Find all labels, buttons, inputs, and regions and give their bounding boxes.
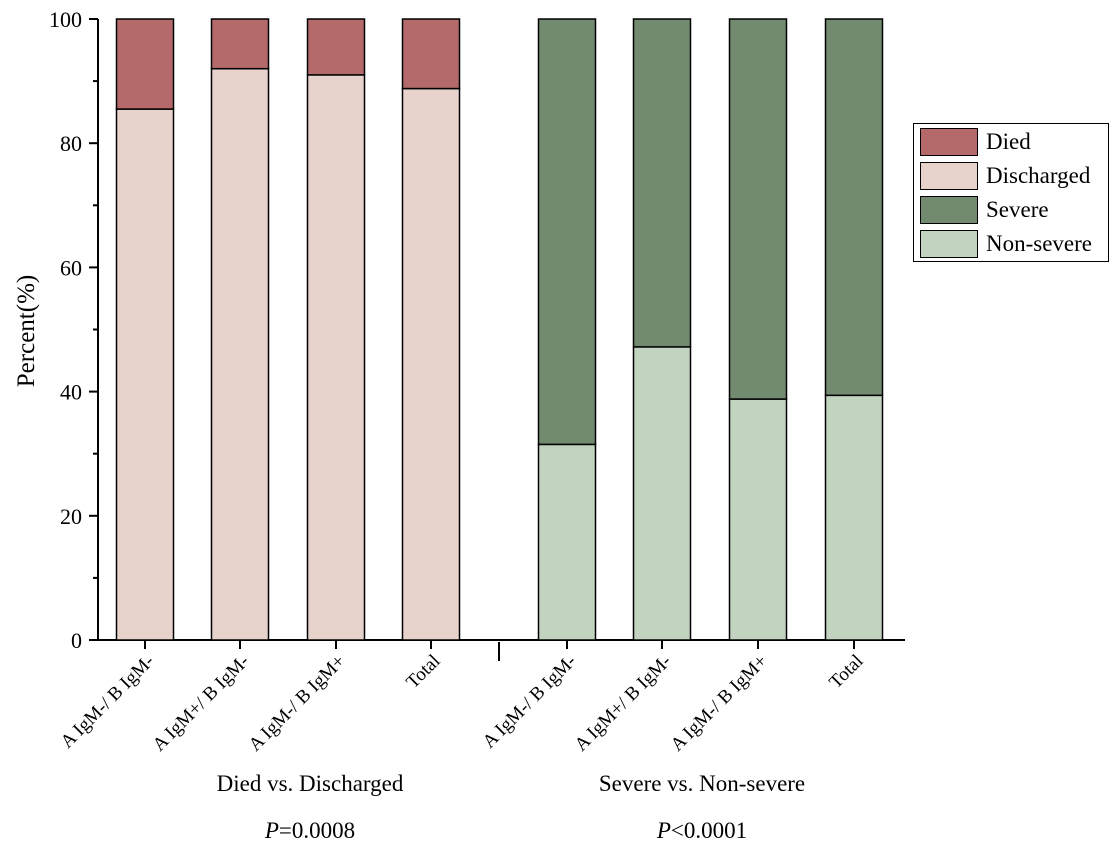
y-tick-label: 0 — [71, 628, 82, 653]
p-value-text: =0.0008 — [278, 818, 356, 843]
group-caption-severe-vs-non-severe: Severe vs. Non-severe — [598, 771, 806, 796]
bar-segment-non-severe — [632, 346, 692, 641]
legend-label: Non-severe — [986, 231, 1093, 256]
bar-segment-severe — [824, 18, 884, 397]
legend-label: Discharged — [986, 163, 1091, 188]
bar-segment-non-severe — [824, 394, 884, 641]
legend-swatch — [920, 196, 978, 224]
legend-item-severe: Severe — [920, 195, 1049, 225]
bar-segment-severe — [537, 18, 597, 446]
bar-segment-discharged — [210, 67, 270, 641]
x-tick-label: A IgM-/ B IgM+ — [667, 651, 772, 756]
y-tick-label: 100 — [49, 7, 82, 32]
legend-item-non-severe: Non-severe — [920, 229, 1092, 259]
bar-segment-severe — [632, 18, 692, 348]
legend-swatch — [920, 128, 978, 156]
x-tick-label: Total — [402, 651, 444, 693]
legend-label: Severe — [986, 197, 1049, 222]
bar-segment-died — [210, 18, 270, 70]
legend-item-discharged: Discharged — [920, 161, 1090, 191]
bar-segment-non-severe — [728, 398, 788, 641]
p-value-died-vs-discharged: P=0.0008 — [170, 818, 450, 844]
y-tick-label: 80 — [60, 131, 82, 156]
bar-segment-non-severe — [537, 443, 597, 641]
group-caption-died-vs-discharged: Died vs. Discharged — [216, 771, 404, 796]
bar-segment-severe — [728, 18, 788, 400]
bar-segment-discharged — [115, 108, 175, 641]
legend: Died Discharged Severe Non-severe — [913, 123, 1109, 262]
y-tick-label: 20 — [60, 504, 82, 529]
x-tick-label: A IgM-/ B IgM+ — [245, 651, 350, 756]
bar-segment-discharged — [306, 74, 366, 641]
x-tick-label: Total — [825, 651, 867, 693]
y-axis-label: Percent(%) — [13, 275, 40, 387]
bars — [115, 18, 884, 641]
x-tick-label: A IgM-/ B IgM- — [57, 651, 159, 753]
x-tick-label: A IgM+/ B IgM- — [571, 651, 676, 756]
p-value-prefix: P — [264, 818, 279, 843]
bar-segment-died — [401, 18, 461, 90]
x-tick-label: A IgM+/ B IgM- — [149, 651, 254, 756]
bar-segment-discharged — [401, 87, 461, 641]
x-tick-label: A IgM-/ B IgM- — [479, 651, 581, 753]
legend-label: Died — [986, 129, 1031, 154]
p-value-severe-vs-non-severe: P<0.0001 — [562, 818, 842, 844]
bar-segment-died — [306, 18, 366, 76]
bar-segment-died — [115, 18, 175, 110]
y-tick-label: 40 — [60, 380, 82, 405]
legend-item-died: Died — [920, 127, 1031, 157]
p-value-text: <0.0001 — [670, 818, 748, 843]
p-value-prefix: P — [656, 818, 671, 843]
legend-swatch — [920, 162, 978, 190]
legend-swatch — [920, 230, 978, 258]
y-tick-label: 60 — [60, 255, 82, 280]
